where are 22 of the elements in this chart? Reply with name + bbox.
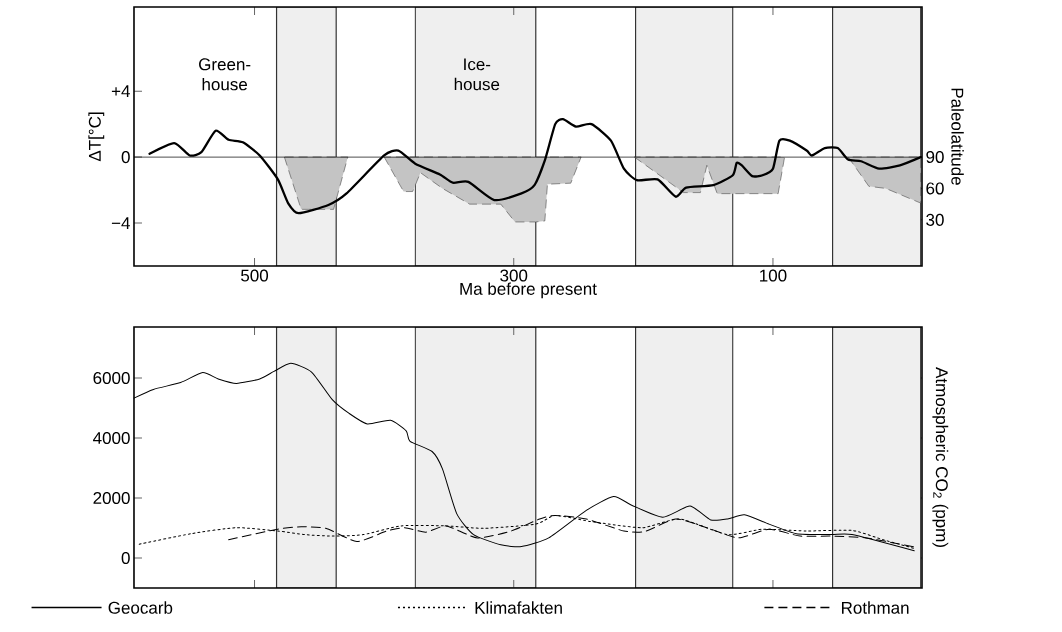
y-tick-label: 6000: [93, 371, 130, 385]
y-tick-label: 4000: [93, 431, 130, 445]
x-tick-label: 100: [760, 269, 787, 282]
legend-label: Geocarb: [108, 601, 173, 614]
y2-tick-label: 60: [926, 182, 944, 195]
y-tick-label: 0: [121, 551, 130, 565]
y-tick-label: 0: [121, 151, 130, 164]
annotation: Ice-house: [454, 58, 500, 91]
legend-label: Klimafakten: [475, 601, 562, 614]
x-tick-label: 300: [500, 269, 528, 282]
y2-tick-label: 30: [926, 213, 944, 226]
y2-tick-label: 90: [926, 150, 944, 163]
annotation: Green-house: [199, 58, 251, 91]
y-tick-label: +4: [111, 85, 130, 97]
x-axis-title: Ma before present: [460, 282, 597, 299]
y-axis-title: ΔT[°C]: [88, 112, 105, 162]
y2-axis-title: Paleolatitude: [951, 88, 964, 185]
y-tick-label: 2000: [93, 491, 130, 505]
x-tick-label: 500: [241, 269, 269, 282]
y2-axis-title: Atmospheric CO$_{2}$ (ppm): [932, 367, 949, 547]
y-tick-label: −4: [111, 217, 130, 229]
legend-label: Rothman: [842, 601, 909, 614]
